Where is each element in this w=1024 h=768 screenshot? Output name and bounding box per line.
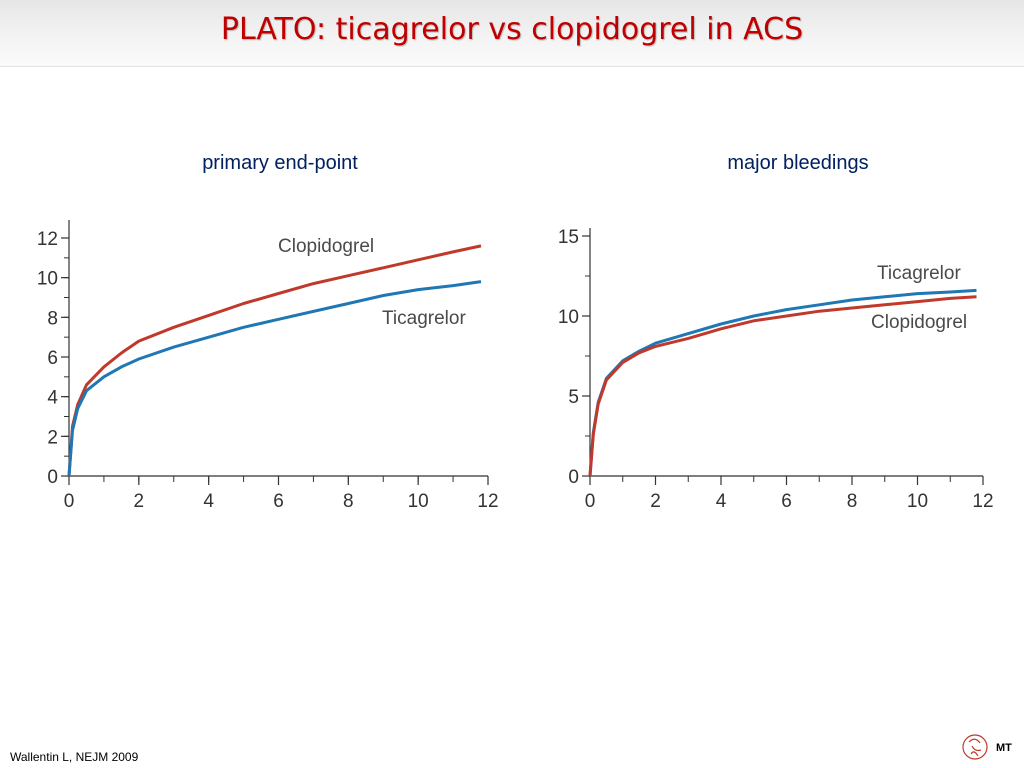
slide-title: PLATO: ticagrelor vs clopidogrel in ACS bbox=[220, 12, 804, 47]
y-tick-label: 0 bbox=[568, 467, 579, 488]
x-tick-label: 12 bbox=[972, 491, 993, 512]
x-tick-label: 10 bbox=[408, 491, 429, 512]
logo-text: MT bbox=[996, 742, 1012, 754]
y-tick-label: 8 bbox=[47, 308, 58, 329]
series-line-ticagrelor bbox=[67, 280, 482, 477]
x-tick-label: 4 bbox=[203, 491, 214, 512]
y-tick-label: 15 bbox=[558, 227, 579, 248]
y-tick-label: 6 bbox=[47, 348, 58, 369]
series-line-clopidogrel bbox=[67, 244, 482, 477]
y-tick-label: 10 bbox=[37, 269, 58, 290]
x-tick-label: 8 bbox=[847, 491, 858, 512]
series-line-clopidogrel bbox=[588, 295, 977, 477]
title-bar bbox=[0, 0, 1024, 67]
x-tick-label: 2 bbox=[134, 491, 145, 512]
chart-title-bleeding: major bleedings bbox=[727, 152, 869, 174]
y-tick-label: 2 bbox=[47, 427, 58, 448]
series-label-clopidogrel: Clopidogrel bbox=[871, 312, 967, 333]
x-tick-label: 6 bbox=[781, 491, 792, 512]
y-tick-label: 5 bbox=[568, 387, 579, 408]
x-tick-label: 6 bbox=[273, 491, 284, 512]
logo-icon bbox=[962, 734, 988, 760]
y-tick-label: 0 bbox=[47, 467, 58, 488]
x-tick-label: 8 bbox=[343, 491, 354, 512]
chart-title-primary: primary end-point bbox=[202, 152, 358, 174]
y-tick-label: 4 bbox=[47, 388, 58, 409]
x-tick-label: 10 bbox=[907, 491, 928, 512]
series-label-ticagrelor: Ticagrelor bbox=[382, 308, 466, 329]
series-label-ticagrelor: Ticagrelor bbox=[877, 263, 961, 284]
x-tick-label: 2 bbox=[650, 491, 661, 512]
series-label-clopidogrel: Clopidogrel bbox=[278, 236, 374, 257]
y-tick-label: 10 bbox=[558, 307, 579, 328]
x-tick-label: 12 bbox=[477, 491, 498, 512]
citation: Wallentin L, NEJM 2009 bbox=[10, 750, 139, 764]
x-tick-label: 4 bbox=[716, 491, 727, 512]
y-tick-label: 12 bbox=[37, 229, 58, 250]
x-tick-label: 0 bbox=[585, 491, 596, 512]
x-tick-label: 0 bbox=[64, 491, 75, 512]
